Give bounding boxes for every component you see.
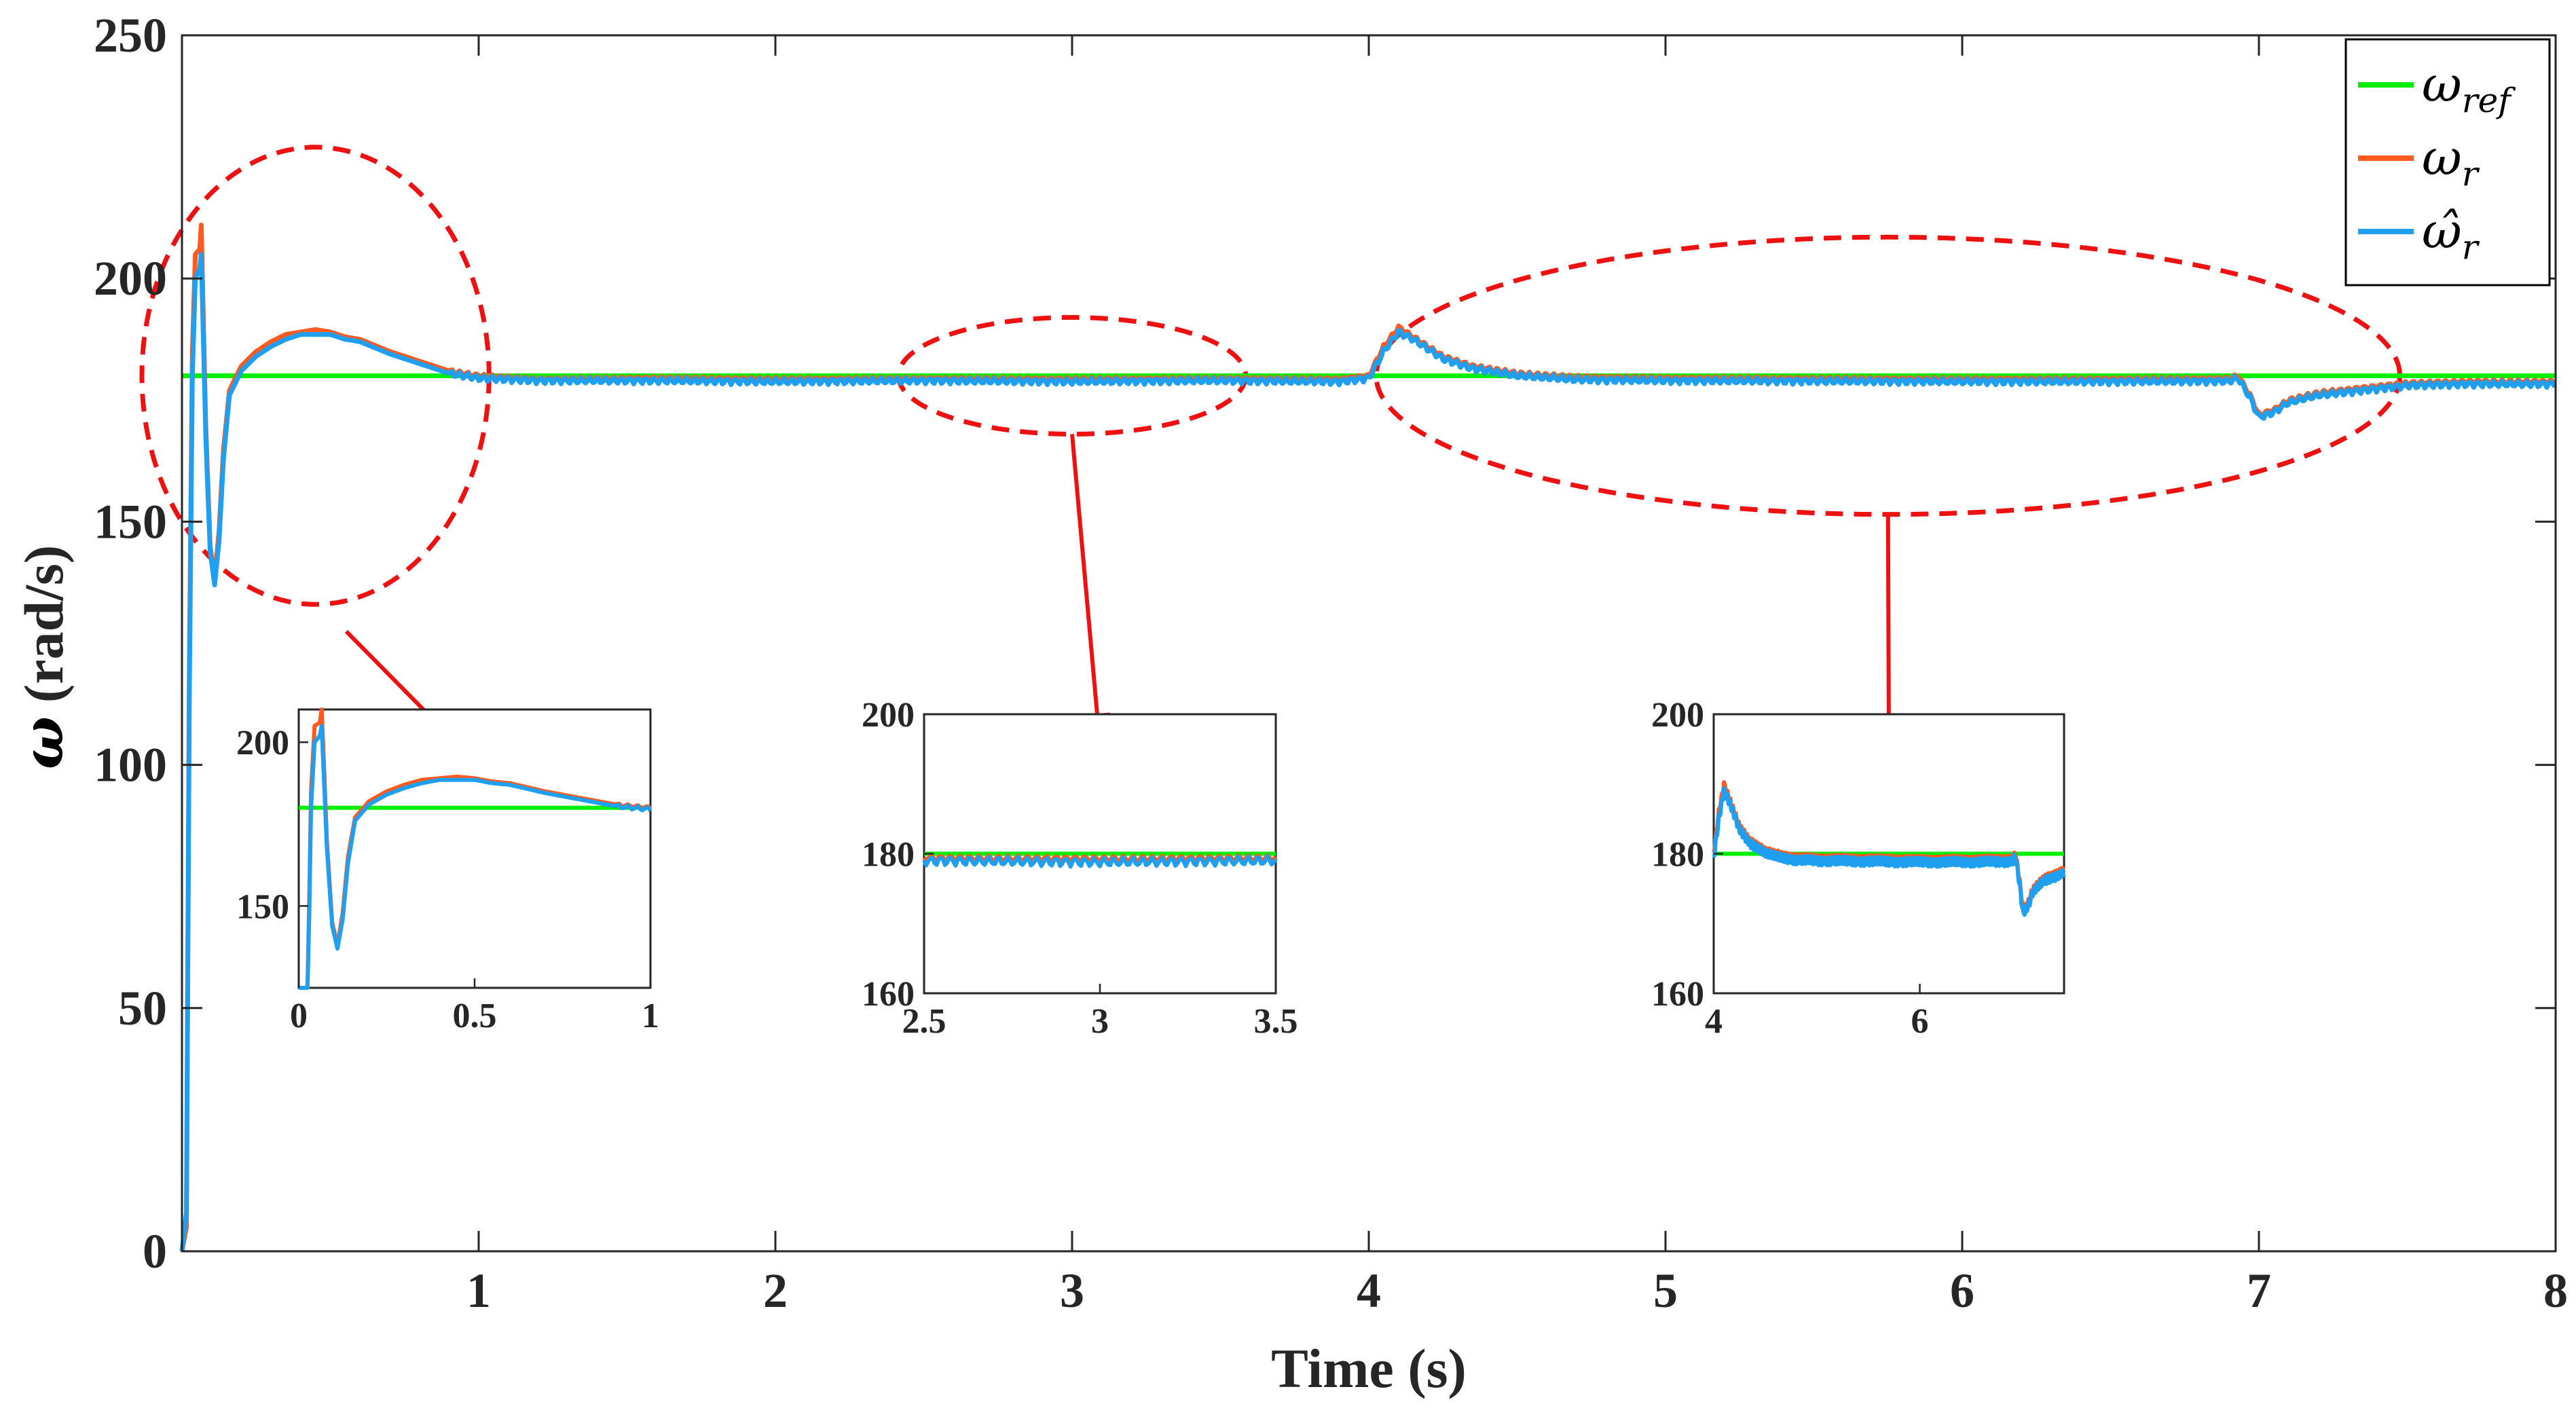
x-tick-label: 1 bbox=[466, 1263, 491, 1318]
inset-plot-1: 0 0.5 1 150 200 bbox=[236, 707, 659, 1035]
inset-y-tick-label: 200 bbox=[236, 724, 289, 762]
inset-y-tick-label: 160 bbox=[1651, 975, 1704, 1014]
zoom-arrow-shaft bbox=[344, 629, 433, 720]
inset-x-tick-label: 3 bbox=[1091, 1002, 1109, 1041]
legend-symbol: ω̂ bbox=[2422, 202, 2462, 259]
inset-y-tick-label: 180 bbox=[1651, 836, 1704, 874]
inset-plots: 0 0.5 1 150 200 2.5 3 3.5 160 180 200 4 6 160 180 200 bbox=[236, 696, 2066, 1041]
x-tick-label: 3 bbox=[1060, 1263, 1084, 1318]
legend-symbol: ω bbox=[2422, 56, 2462, 113]
inset-x-tick-label: 0 bbox=[290, 997, 308, 1035]
y-axis-label-symbol: ω bbox=[11, 716, 76, 769]
inset-series-estimated bbox=[1712, 786, 2066, 917]
zoom-arrow-shaft bbox=[1070, 434, 1099, 714]
legend-box bbox=[2344, 38, 2551, 287]
y-tick-label: 100 bbox=[94, 738, 167, 792]
x-axis-label: Time (s) bbox=[1271, 1337, 1467, 1399]
y-tick-label: 200 bbox=[94, 251, 167, 306]
series-line-estimated bbox=[179, 251, 2558, 1252]
inset-series-estimated bbox=[298, 724, 652, 990]
legend-subscript: r bbox=[2462, 227, 2480, 267]
inset-x-tick-label: 6 bbox=[1911, 1002, 1929, 1041]
inset-x-tick-label: 0.5 bbox=[453, 997, 497, 1035]
legend-symbol: ω bbox=[2422, 129, 2462, 186]
y-axis-label: ω (rad/s) bbox=[11, 545, 76, 769]
inset-plot-3: 4 6 160 180 200 bbox=[1651, 696, 2066, 1041]
legend-label-estimated: ω̂r bbox=[2422, 202, 2480, 267]
legend-subscript: ref bbox=[2462, 81, 2516, 120]
inset-series-estimated bbox=[922, 854, 1278, 869]
inset-x-tick-label: 4 bbox=[1705, 1002, 1723, 1041]
y-tick-label: 50 bbox=[118, 981, 167, 1035]
x-tick-label: 4 bbox=[1357, 1263, 1381, 1318]
x-tick-label: 5 bbox=[1653, 1263, 1678, 1318]
main-plot-area: 1 2 3 4 5 6 7 8 0 50 100 150 200 250 bbox=[94, 8, 2568, 1318]
x-tick-label: 7 bbox=[2247, 1263, 2271, 1318]
y-tick-label: 0 bbox=[143, 1224, 167, 1278]
legend-label-ref: ωref bbox=[2422, 56, 2516, 120]
inset-plot-2: 2.5 3 3.5 160 180 200 bbox=[862, 696, 1298, 1041]
inset-frame bbox=[297, 708, 652, 989]
y-tick-label: 250 bbox=[94, 8, 167, 62]
inset-x-tick-label: 1 bbox=[642, 997, 659, 1035]
y-tick-label: 150 bbox=[94, 494, 167, 549]
inset-y-tick-label: 150 bbox=[236, 887, 289, 926]
inset-y-tick-label: 200 bbox=[1651, 696, 1704, 735]
inset-y-tick-label: 200 bbox=[862, 696, 915, 735]
zoom-arrow-shaft bbox=[1885, 514, 1891, 714]
legend-subscript: r bbox=[2462, 154, 2480, 193]
x-tick-label: 8 bbox=[2543, 1263, 2568, 1318]
inset-x-tick-label: 3.5 bbox=[1254, 1002, 1298, 1041]
x-tick-label: 2 bbox=[763, 1263, 788, 1318]
inset-y-tick-label: 160 bbox=[862, 975, 915, 1014]
inset-x-tick-label: 2.5 bbox=[902, 1002, 946, 1041]
y-axis-label-unit: (rad/s) bbox=[13, 545, 75, 703]
legend-label-actual: ωr bbox=[2422, 129, 2480, 193]
inset-y-tick-label: 180 bbox=[862, 836, 915, 874]
x-tick-label: 6 bbox=[1950, 1263, 1974, 1318]
